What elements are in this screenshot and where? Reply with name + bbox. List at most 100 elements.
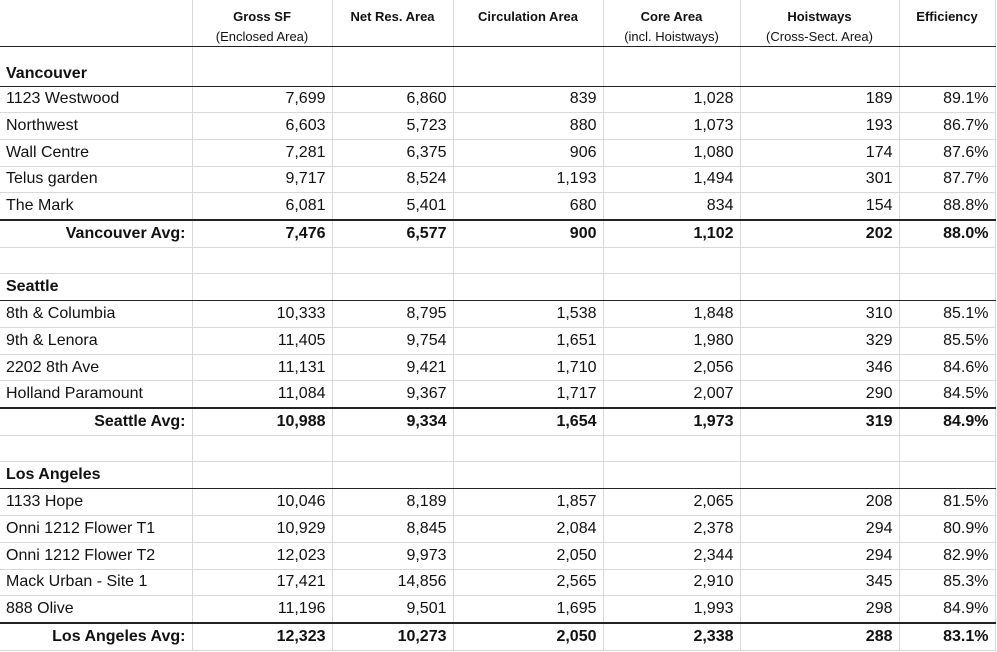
column-subtitle: (Cross-Sect. Area) [766, 29, 873, 44]
average-value: 83.1% [899, 621, 996, 651]
empty-cell [332, 46, 454, 87]
value-cell: 82.9% [899, 542, 996, 570]
empty-cell [0, 247, 193, 275]
data-row: Mack Urban - Site 1 17,421 14,856 2,565 2,91… [0, 569, 996, 597]
header-cell: Efficiency [899, 0, 996, 47]
empty-cell [192, 461, 333, 490]
value-cell: 2,056 [603, 354, 741, 382]
average-value: 1,102 [603, 218, 741, 248]
blank-row [0, 247, 996, 275]
empty-cell [603, 247, 741, 275]
value-cell: 85.5% [899, 327, 996, 355]
data-row: Telus garden 9,717 8,524 1,193 1,494 301 87.7% [0, 166, 996, 194]
data-row: 2202 8th Ave 11,131 9,421 1,710 2,056 346 84.6… [0, 354, 996, 382]
average-value: 2,338 [603, 621, 741, 651]
value-cell: 12,023 [192, 542, 333, 570]
value-cell: 345 [740, 569, 900, 597]
data-row: Onni 1212 Flower T2 12,023 9,973 2,050 2,344… [0, 542, 996, 570]
empty-cell [603, 273, 741, 302]
average-row: Vancouver Avg: 7,476 6,577 900 1,102 202 88.0% [0, 218, 996, 248]
value-cell: 2,065 [603, 488, 741, 517]
value-cell: 6,375 [332, 139, 454, 167]
average-value: 288 [740, 621, 900, 651]
value-cell: 346 [740, 354, 900, 382]
empty-cell [453, 461, 604, 490]
empty-cell [899, 247, 996, 275]
header-cell [0, 0, 193, 47]
average-value: 1,973 [603, 407, 741, 436]
building-name: Onni 1212 Flower T2 [0, 542, 193, 570]
building-name: 888 Olive [0, 595, 193, 624]
value-cell: 80.9% [899, 515, 996, 543]
group-row: Vancouver [0, 46, 996, 87]
average-value: 6,577 [332, 218, 454, 248]
value-cell: 1,538 [453, 300, 604, 328]
building-name: 2202 8th Ave [0, 354, 193, 382]
average-value: 10,273 [332, 621, 454, 651]
column-subtitle: (incl. Hoistways) [624, 29, 719, 44]
building-name: Wall Centre [0, 139, 193, 167]
building-name: The Mark [0, 192, 193, 221]
data-row: Northwest 6,603 5,723 880 1,073 193 86.7% [0, 112, 996, 140]
empty-cell [899, 273, 996, 302]
value-cell: 9,367 [332, 380, 454, 409]
value-cell: 11,131 [192, 354, 333, 382]
empty-cell [603, 46, 741, 87]
group-row: Seattle [0, 273, 996, 302]
value-cell: 2,565 [453, 569, 604, 597]
data-row: The Mark 6,081 5,401 680 834 154 88.8% [0, 192, 996, 221]
value-cell: 84.9% [899, 595, 996, 624]
value-cell: 839 [453, 86, 604, 114]
average-value: 88.0% [899, 218, 996, 248]
blank-row [0, 435, 996, 463]
column-title: Hoistways [787, 9, 852, 24]
empty-cell [740, 46, 900, 87]
building-name: 1123 Westwood [0, 86, 193, 114]
empty-cell [603, 461, 741, 490]
data-row: Onni 1212 Flower T1 10,929 8,845 2,084 2,378… [0, 515, 996, 543]
empty-cell [453, 247, 604, 275]
group-name: Los Angeles [0, 461, 193, 490]
value-cell: 1,848 [603, 300, 741, 328]
average-row: Seattle Avg: 10,988 9,334 1,654 1,973 319 84.9… [0, 407, 996, 436]
value-cell: 9,501 [332, 595, 454, 624]
empty-cell [899, 46, 996, 87]
value-cell: 7,281 [192, 139, 333, 167]
value-cell: 2,910 [603, 569, 741, 597]
column-title: Core Area [640, 9, 703, 24]
value-cell: 2,007 [603, 380, 741, 409]
value-cell: 84.6% [899, 354, 996, 382]
empty-cell [192, 247, 333, 275]
value-cell: 84.5% [899, 380, 996, 409]
value-cell: 6,081 [192, 192, 333, 221]
value-cell: 11,405 [192, 327, 333, 355]
average-value: 10,988 [192, 407, 333, 436]
value-cell: 301 [740, 166, 900, 194]
value-cell: 294 [740, 542, 900, 570]
value-cell: 1,695 [453, 595, 604, 624]
value-cell: 9,717 [192, 166, 333, 194]
empty-cell [740, 247, 900, 275]
value-cell: 87.6% [899, 139, 996, 167]
value-cell: 298 [740, 595, 900, 624]
value-cell: 208 [740, 488, 900, 517]
building-name: 9th & Lenora [0, 327, 193, 355]
value-cell: 294 [740, 515, 900, 543]
column-title: Efficiency [916, 9, 978, 24]
empty-cell [332, 435, 454, 463]
value-cell: 6,860 [332, 86, 454, 114]
header-row: Gross SF (Enclosed Area) Net Res. Area Circ… [0, 0, 996, 47]
value-cell: 6,603 [192, 112, 333, 140]
data-row: 8th & Columbia 10,333 8,795 1,538 1,848 310 85… [0, 300, 996, 328]
value-cell: 85.1% [899, 300, 996, 328]
value-cell: 1,073 [603, 112, 741, 140]
empty-cell [740, 461, 900, 490]
empty-cell [332, 273, 454, 302]
data-row: 1123 Westwood 7,699 6,860 839 1,028 189 89.1% [0, 86, 996, 114]
average-value: 7,476 [192, 218, 333, 248]
value-cell: 9,973 [332, 542, 454, 570]
average-label: Vancouver Avg: [0, 218, 193, 248]
data-row: Holland Paramount 11,084 9,367 1,717 2,007 29… [0, 380, 996, 409]
value-cell: 193 [740, 112, 900, 140]
